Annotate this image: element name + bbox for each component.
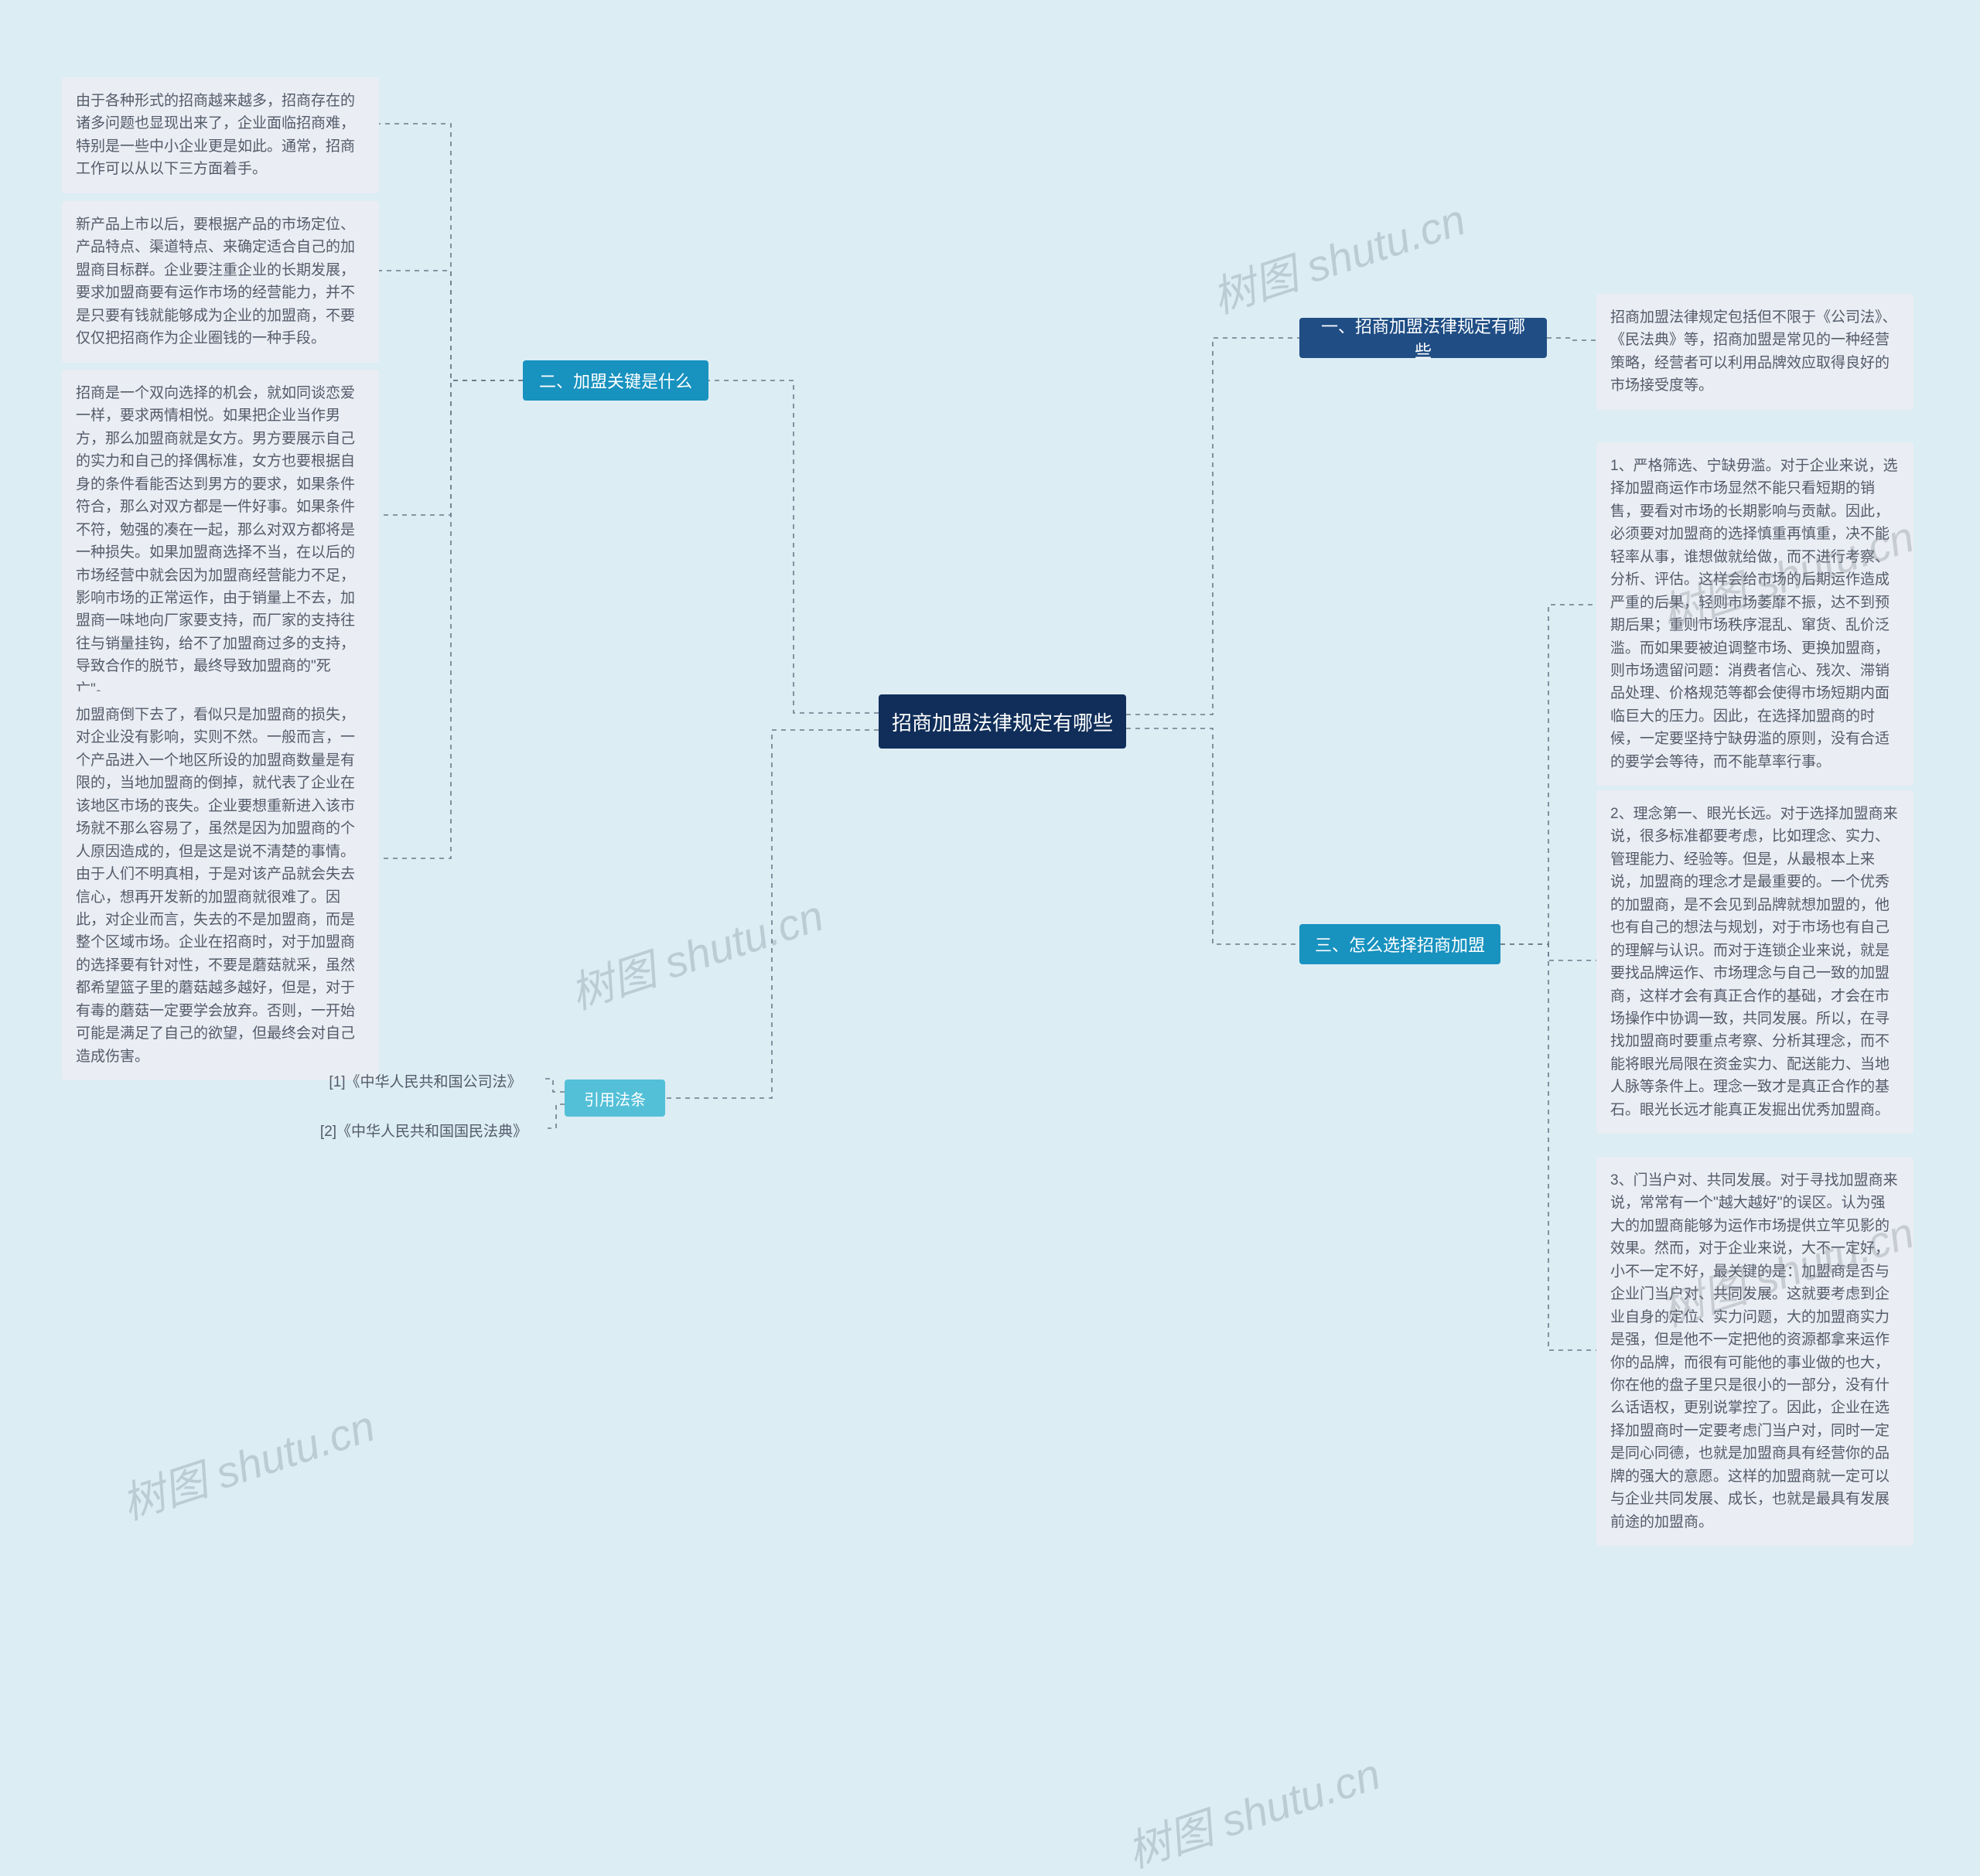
leaf-b3l1: 1、严格筛选、宁缺毋滥。对于企业来说，选择加盟商运作市场显然不能只看短期的销售，…: [1596, 442, 1913, 786]
branch-b1[interactable]: 一、招商加盟法律规定有哪些: [1299, 318, 1547, 358]
branch-b4[interactable]: 引用法条: [565, 1080, 665, 1117]
leaf-b4l1: [1]《中华人民共和国公司法》: [309, 1067, 541, 1094]
leaf-b2l2: 新产品上市以后，要根据产品的市场定位、产品特点、渠道特点、来确定适合自己的加盟商…: [62, 201, 379, 363]
leaf-b2l3: 招商是一个双向选择的机会，就如同谈恋爱一样，要求两情相悦。如果把企业当作男方，那…: [62, 370, 379, 713]
watermark: 树图 shutu.cn: [1203, 186, 1473, 326]
leaf-b1l1: 招商加盟法律规定包括但不限于《公司法》、《民法典》等，招商加盟是常见的一种经营策…: [1596, 294, 1913, 410]
watermark: 树图 shutu.cn: [1118, 1740, 1388, 1876]
branch-b3[interactable]: 三、怎么选择招商加盟: [1299, 924, 1500, 964]
watermark: 树图 shutu.cn: [562, 882, 831, 1022]
branch-b2[interactable]: 二、加盟关键是什么: [523, 360, 708, 401]
leaf-b3l3: 3、门当户对、共同发展。对于寻找加盟商来说，常常有一个"越大越好"的误区。认为强…: [1596, 1157, 1913, 1546]
leaf-b2l4: 加盟商倒下去了，看似只是加盟商的损失，对企业没有影响，实则不然。一般而言，一个产…: [62, 691, 379, 1080]
watermark: 树图 shutu.cn: [113, 1392, 382, 1533]
leaf-b2l1: 由于各种形式的招商越来越多，招商存在的诸多问题也显现出来了，企业面临招商难，特别…: [62, 77, 379, 193]
mindmap-root[interactable]: 招商加盟法律规定有哪些: [879, 694, 1126, 749]
leaf-b4l2: [2]《中华人民共和国国民法典》: [300, 1117, 548, 1144]
leaf-b3l2: 2、理念第一、眼光长远。对于选择加盟商来说，很多标准都要考虑，比如理念、实力、管…: [1596, 790, 1913, 1134]
